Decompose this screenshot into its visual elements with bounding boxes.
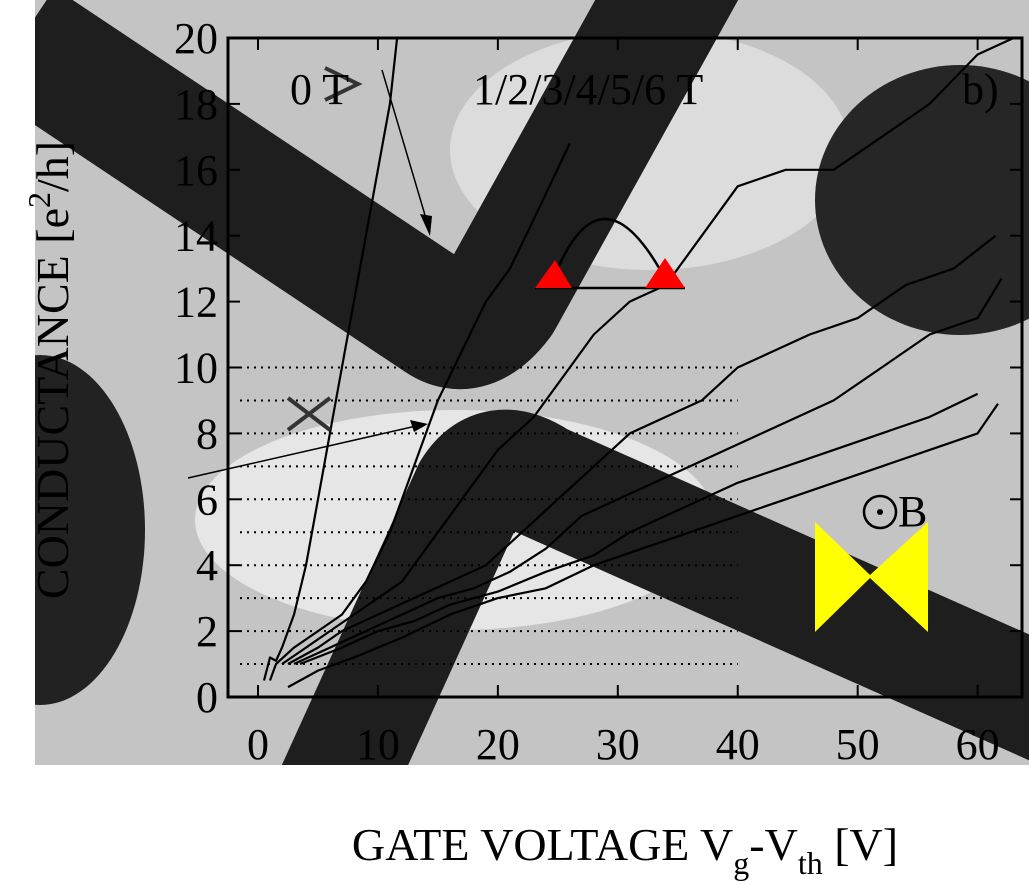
- contact: [35, 355, 145, 705]
- x-axis-label: GATE VOLTAGE Vg-Vth [V]: [352, 819, 898, 881]
- arrow: [187, 69, 431, 479]
- field-symbol: [862, 494, 898, 530]
- data-line: [299, 392, 979, 666]
- micrograph: [35, 0, 1029, 765]
- x-label-part: -V: [749, 819, 798, 870]
- x-tick-label: 60: [956, 720, 1000, 769]
- x-tick-label: 20: [476, 720, 520, 769]
- y-tick-label: 0: [196, 673, 218, 722]
- x-tick-label: 0: [247, 720, 269, 769]
- contact: [815, 65, 1029, 335]
- x-label-part: th: [798, 845, 823, 881]
- y-tick-label: 6: [196, 475, 218, 524]
- annotation: B: [898, 487, 927, 536]
- y-tick-label: 2: [196, 607, 218, 656]
- bowtie-marker: [815, 522, 928, 632]
- plot-layer: 0 2 4 6 8 10 12 14 16 18 20 0 10 20 30 40 50 60: [174, 14, 1022, 769]
- y-tick-label: 18: [174, 80, 218, 129]
- x-tick-label: 30: [596, 720, 640, 769]
- y-label-part: /h]: [27, 141, 78, 192]
- y-tick-label: 14: [174, 212, 218, 261]
- annotation: 0 T: [290, 65, 349, 114]
- x-tick-label: 10: [356, 720, 400, 769]
- y-axis-label: CONDUCTANCE [e2/h]: [21, 141, 78, 599]
- annotation: 1/2/3/4/5/6 T: [473, 65, 703, 114]
- y-tick-label: 12: [174, 278, 218, 327]
- data-line: [293, 277, 1003, 666]
- x-tick-label: 40: [716, 720, 760, 769]
- y-tick-label: 16: [174, 146, 218, 195]
- y-label-part: CONDUCTANCE [e: [27, 208, 78, 599]
- y-tick-label: 20: [174, 14, 218, 63]
- x-label-part: GATE VOLTAGE V: [352, 819, 733, 870]
- data-line: [262, 37, 399, 681]
- x-label-part: [V]: [823, 819, 898, 870]
- x-label-part: g: [733, 845, 749, 881]
- gate-electrode: [35, 0, 739, 389]
- data-line: [268, 142, 571, 681]
- y-label-part: 2: [21, 192, 57, 208]
- field-symbol: [877, 509, 883, 515]
- data-line: [281, 37, 1015, 665]
- x-tick-label: 50: [836, 720, 880, 769]
- y-tick-label: 8: [196, 409, 218, 458]
- cross-marker: [286, 66, 363, 432]
- annotation: b): [962, 65, 999, 114]
- contact-marker: [535, 258, 685, 288]
- y-tick-label: 4: [196, 541, 218, 590]
- data-line: [287, 403, 999, 689]
- data-line: [287, 234, 997, 665]
- y-tick-label: 10: [174, 344, 218, 393]
